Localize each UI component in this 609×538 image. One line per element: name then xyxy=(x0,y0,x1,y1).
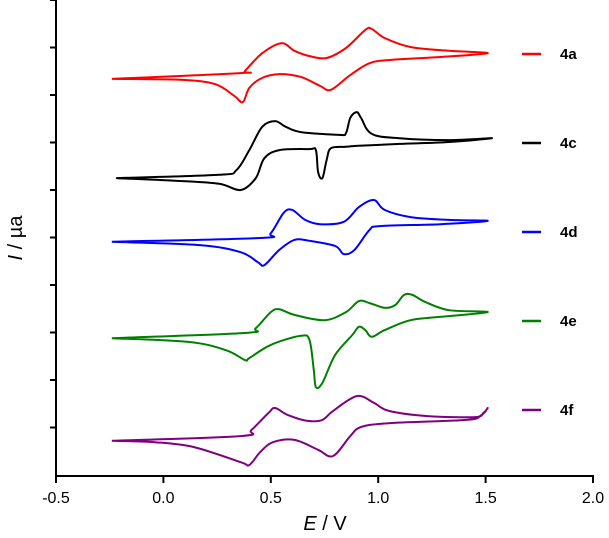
cv-curve-4d xyxy=(111,198,489,267)
legend-label-4f: 4f xyxy=(560,402,574,419)
cv-curve-4f xyxy=(111,394,489,467)
x-axis-title: E / V xyxy=(303,513,347,535)
y-axis-title: I / µa xyxy=(5,215,27,261)
legend-label-4a: 4a xyxy=(560,46,577,63)
cv-curve-4c xyxy=(116,111,493,192)
x-tick-label: -0.5 xyxy=(42,490,70,507)
legend: 4a 4c 4d 4e 4f xyxy=(522,46,578,419)
x-tick-label: 1.0 xyxy=(367,490,389,507)
legend-label-4d: 4d xyxy=(560,224,578,241)
legend-label-4c: 4c xyxy=(560,135,577,152)
axes xyxy=(55,0,594,477)
legend-label-4e: 4e xyxy=(560,313,577,330)
y-ticks xyxy=(50,0,56,429)
x-tick-label: 0.0 xyxy=(152,490,174,507)
x-ticks: -0.5 0.0 0.5 1.0 1.5 2.0 xyxy=(42,476,604,507)
cv-curve-4e xyxy=(111,292,489,390)
x-tick-label: 1.5 xyxy=(474,490,496,507)
x-tick-label: 0.5 xyxy=(260,490,282,507)
cv-curve-4a xyxy=(111,26,489,104)
series-curves xyxy=(111,26,493,467)
x-tick-label: 2.0 xyxy=(582,490,604,507)
